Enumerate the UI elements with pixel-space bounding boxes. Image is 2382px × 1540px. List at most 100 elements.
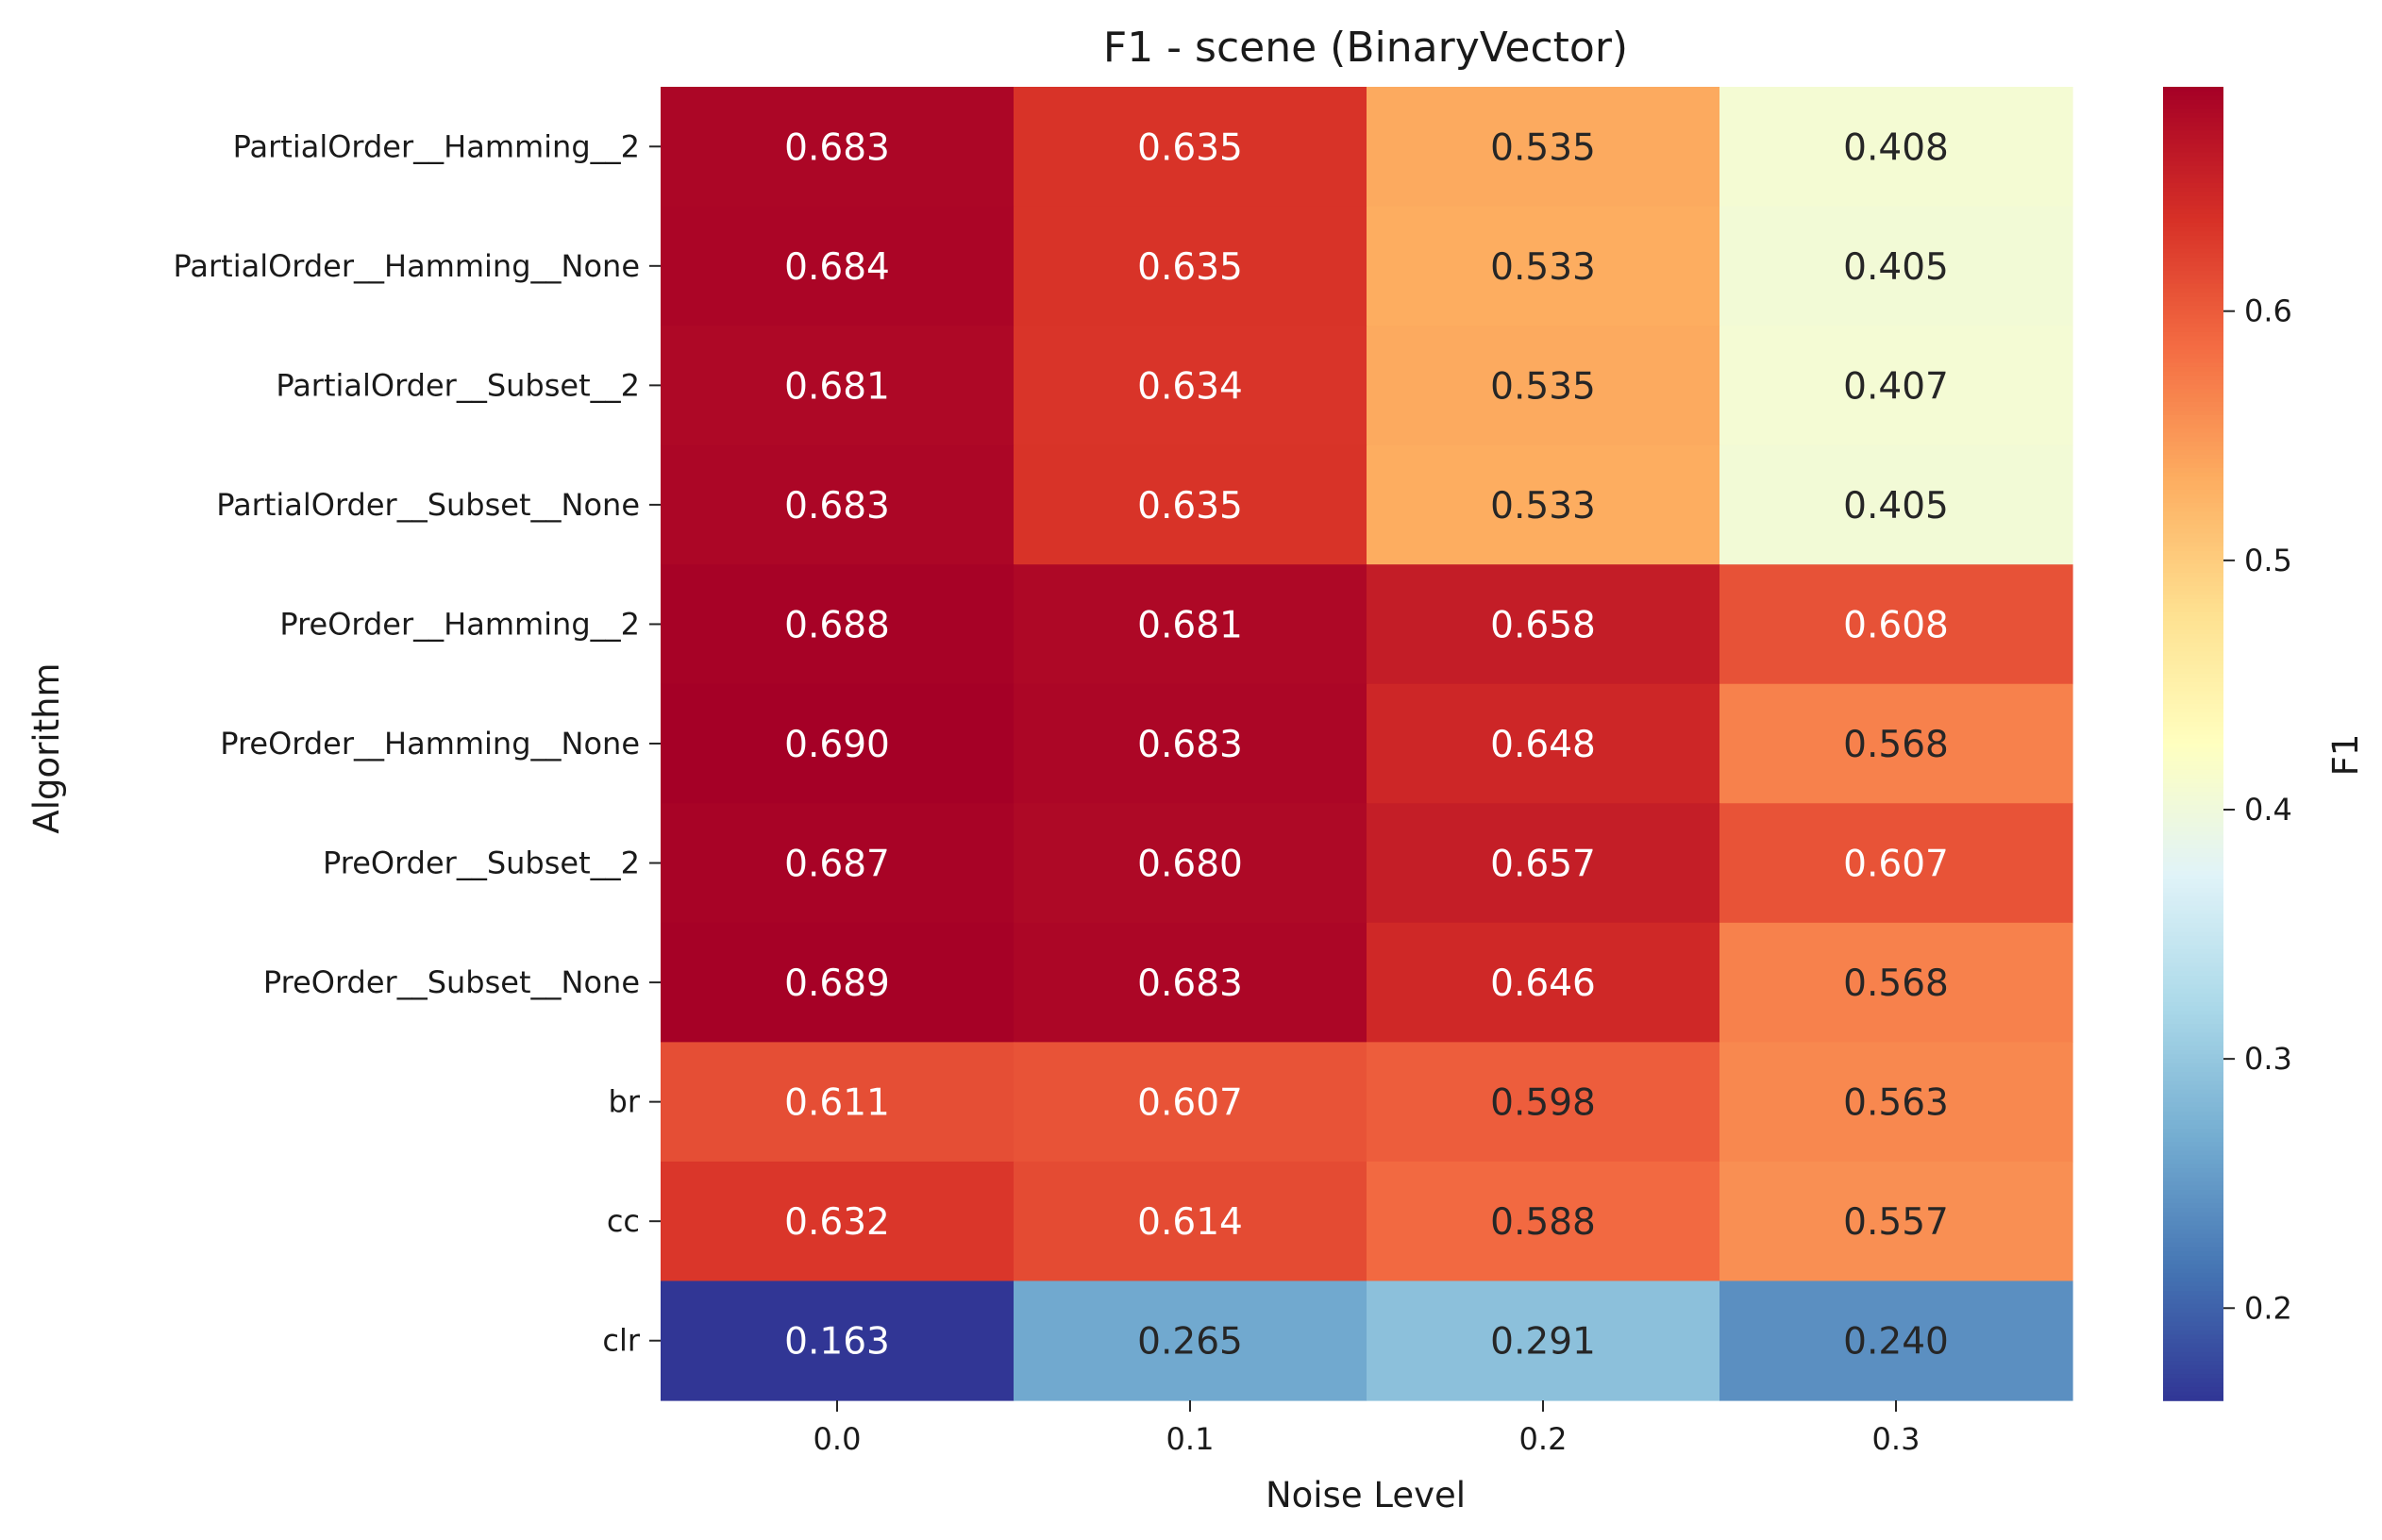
colorbar-segment (2163, 112, 2223, 119)
colorbar-segment (2163, 1295, 2223, 1301)
colorbar-segment (2163, 1334, 2223, 1340)
colorbar-segment (2163, 445, 2223, 451)
colorbar-segment (2163, 306, 2223, 311)
colorbar-segment (2163, 397, 2223, 403)
colorbar-segment (2163, 344, 2223, 351)
colorbar-segment (2163, 376, 2223, 381)
colorbar-segment (2163, 126, 2223, 132)
colorbar-segment (2163, 441, 2223, 447)
y-tick-label: PartialOrder__Subset__None (216, 487, 640, 523)
colorbar-segment (2163, 1137, 2223, 1144)
heatmap-cell (1719, 683, 2073, 804)
y-tick-label: PreOrder__Subset__None (263, 964, 640, 1000)
heatmap-cell (661, 1161, 1015, 1282)
colorbar-segment (2163, 1281, 2223, 1288)
colorbar-segment (2163, 301, 2223, 307)
colorbar-segment (2163, 331, 2223, 338)
colorbar-segment (2163, 865, 2223, 872)
colorbar-segment (2163, 795, 2223, 802)
cell-value-label: 0.658 (1490, 604, 1596, 646)
colorbar-segment (2163, 130, 2223, 136)
colorbar-segment (2163, 240, 2223, 245)
colorbar-segment (2163, 525, 2223, 530)
colorbar-segment (2163, 213, 2223, 219)
heatmap-cell (1014, 326, 1367, 446)
colorbar-segment (2163, 1321, 2223, 1327)
colorbar-segment (2163, 646, 2223, 653)
colorbar-segment (2163, 769, 2223, 776)
colorbar-segment (2163, 1387, 2223, 1393)
colorbar-segment (2163, 822, 2223, 828)
heatmap-cell (1719, 326, 2073, 446)
colorbar-segment (2163, 979, 2223, 985)
colorbar-segment (2163, 1326, 2223, 1331)
heatmap-cell (1014, 206, 1367, 326)
colorbar-segment (2163, 840, 2223, 845)
colorbar-segment (2163, 590, 2223, 596)
colorbar-segment (2163, 717, 2223, 723)
cell-value-label: 0.632 (784, 1201, 890, 1244)
colorbar-segment (2163, 1216, 2223, 1222)
colorbar-segment (2163, 406, 2223, 412)
colorbar-segment (2163, 1146, 2223, 1152)
colorbar-segment (2163, 122, 2223, 127)
colorbar-segment (2163, 419, 2223, 426)
heatmap-cell (1367, 564, 1720, 685)
colorbar-segment (2163, 165, 2223, 171)
colorbar-segment (2163, 205, 2223, 210)
x-tick-label: 0.2 (1519, 1421, 1568, 1457)
colorbar-segment (2163, 997, 2223, 1003)
colorbar-segment (2163, 402, 2223, 408)
colorbar-segment (2163, 629, 2223, 635)
colorbar-segment (2163, 494, 2223, 499)
colorbar-segment (2163, 537, 2223, 544)
colorbar-segment (2163, 502, 2223, 509)
colorbar-segment (2163, 594, 2223, 600)
colorbar-segment (2163, 695, 2223, 701)
colorbar-segment (2163, 585, 2223, 592)
colorbar-segment (2163, 1348, 2223, 1353)
colorbar-segment (2163, 1203, 2223, 1209)
colorbar-segment (2163, 279, 2223, 285)
colorbar-segment (2163, 853, 2223, 859)
colorbar-segment (2163, 117, 2223, 123)
cell-value-label: 0.568 (1843, 724, 1949, 766)
colorbar-segment (2163, 1247, 2223, 1253)
colorbar-segment (2163, 875, 2223, 880)
colorbar-segment (2163, 1238, 2223, 1244)
colorbar-segment (2163, 787, 2223, 793)
colorbar-segment (2163, 1059, 2223, 1064)
y-axis-ticks: PartialOrder__Hamming__2 PartialOrder__Ha… (174, 128, 661, 1359)
colorbar-segment (2163, 1378, 2223, 1384)
colorbar-segment (2163, 774, 2223, 779)
colorbar-segment (2163, 1268, 2223, 1275)
heatmap-cell (1719, 564, 2073, 685)
cell-value-label: 0.563 (1843, 1082, 1949, 1125)
colorbar-segment (2163, 296, 2223, 303)
y-tick-label: cc (607, 1203, 640, 1239)
colorbar-segment (2163, 664, 2223, 670)
colorbar-segment (2163, 949, 2223, 955)
heatmap-cell (1014, 564, 1367, 685)
colorbar-segment (2163, 174, 2223, 180)
colorbar-segment (2163, 1089, 2223, 1095)
colorbar-segment (2163, 261, 2223, 268)
colorbar-segment (2163, 708, 2223, 714)
colorbar-segment (2163, 1278, 2223, 1283)
colorbar-segment (2163, 691, 2223, 696)
colorbar-segment (2163, 830, 2223, 837)
colorbar-segment (2163, 756, 2223, 762)
heatmap-cell (661, 1281, 1015, 1401)
colorbar-tick-label: 0.2 (2244, 1290, 2292, 1326)
colorbar-segment (2163, 1129, 2223, 1134)
colorbar-segment (2163, 931, 2223, 937)
colorbar-segment (2163, 157, 2223, 162)
colorbar-segment (2163, 336, 2223, 342)
colorbar-segment (2163, 1382, 2223, 1388)
colorbar-segment (2163, 209, 2223, 215)
cell-value-label: 0.588 (1490, 1201, 1596, 1244)
colorbar-segment (2163, 218, 2223, 224)
colorbar-segment (2163, 467, 2223, 474)
cell-value-label: 0.407 (1843, 365, 1949, 408)
heatmap-cell (1014, 922, 1367, 1043)
